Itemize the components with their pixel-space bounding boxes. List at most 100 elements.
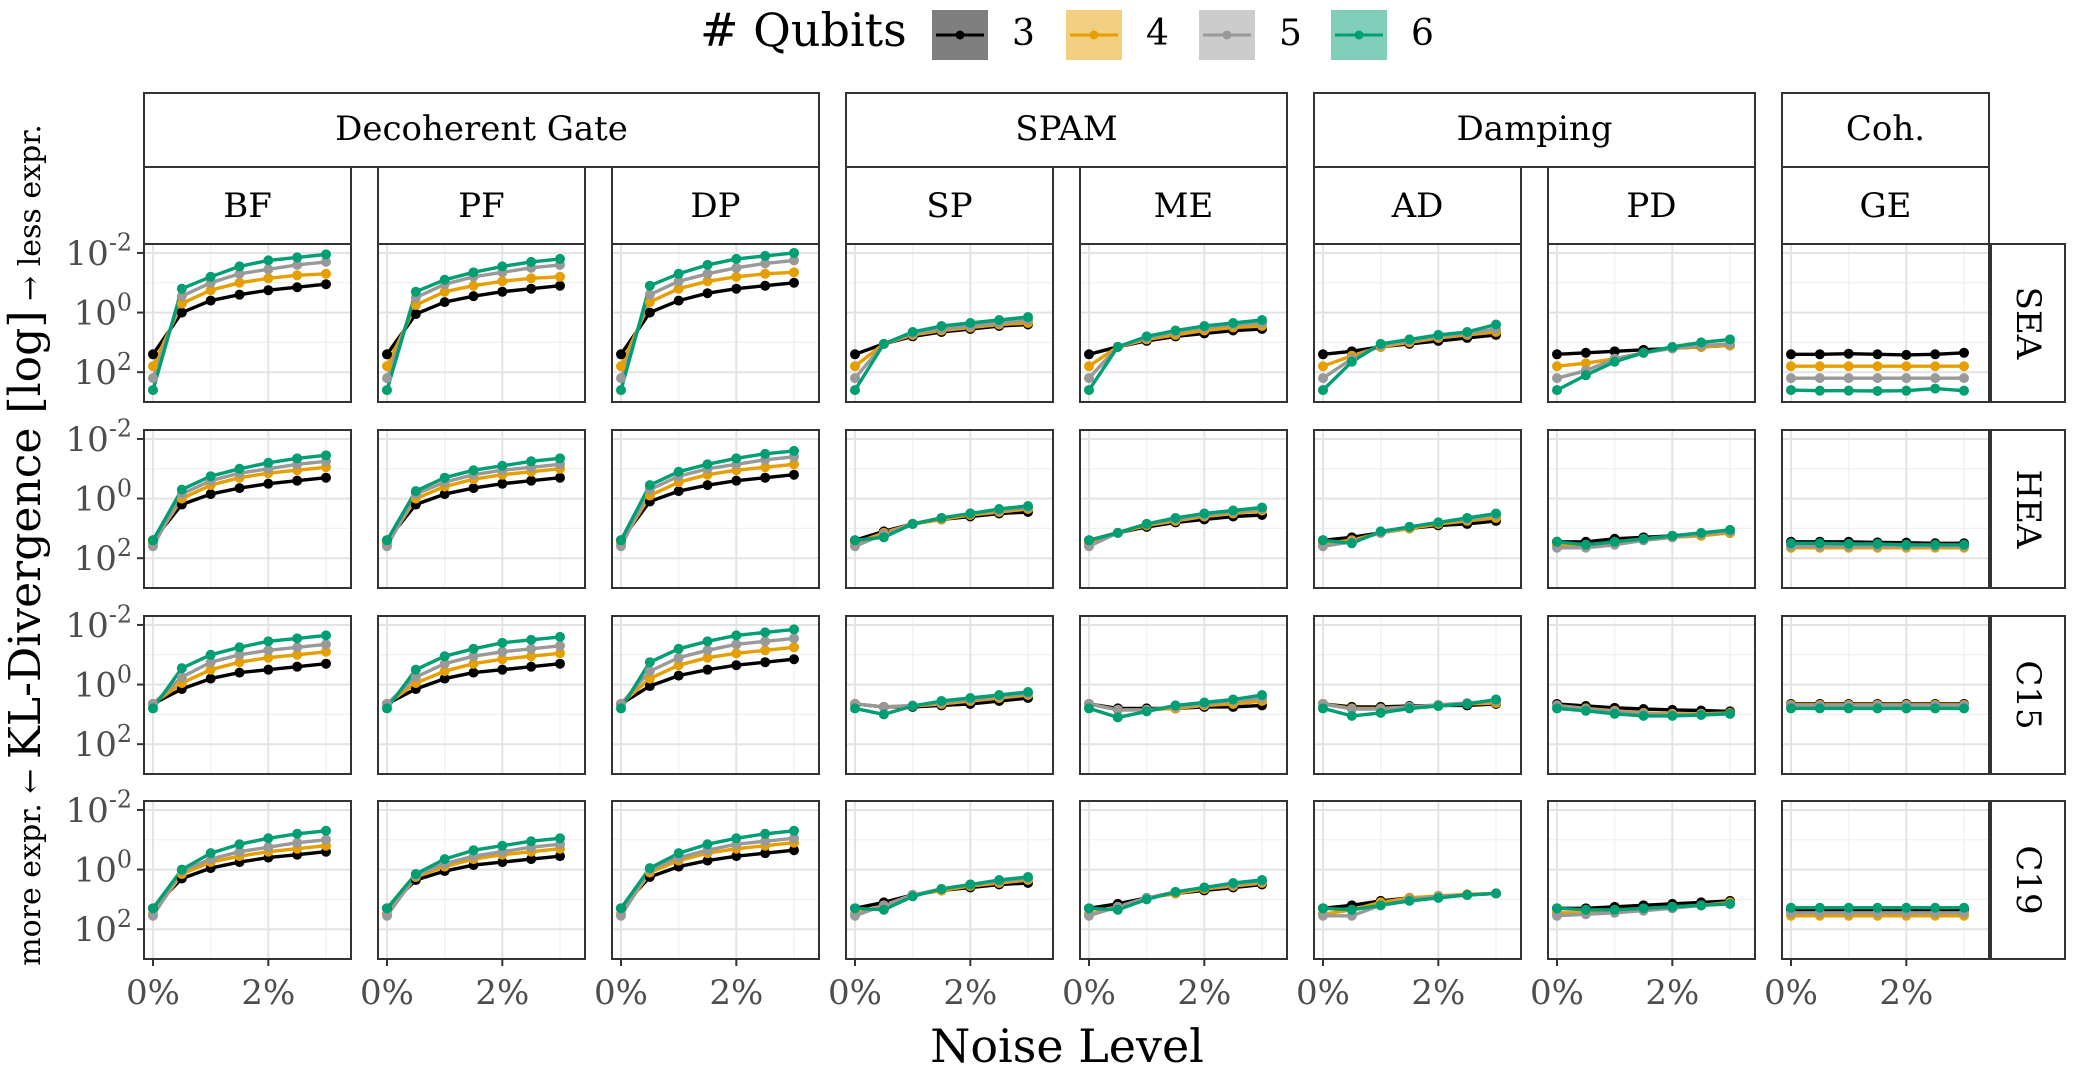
panel-border	[611, 615, 820, 775]
panel-HEA-BF	[143, 429, 352, 589]
data-point-6	[1872, 385, 1883, 396]
panel-SEA-DP	[611, 243, 820, 403]
data-point-4	[1552, 361, 1562, 372]
data-point-6	[1023, 687, 1033, 698]
panel-SEA-ME	[1079, 243, 1288, 403]
data-point-6	[850, 903, 860, 914]
legend-label: 4	[1146, 13, 1169, 54]
y-tick-label: 102	[74, 348, 132, 393]
data-point-3	[497, 664, 508, 675]
panel-border	[845, 429, 1054, 589]
data-point-4	[382, 361, 392, 372]
data-point-3	[526, 475, 537, 486]
strip-row-box	[1990, 429, 2066, 589]
data-point-4	[263, 652, 274, 663]
data-point-6	[497, 840, 508, 851]
data-point-6	[994, 504, 1005, 514]
strip-column-label: BF	[223, 186, 272, 226]
data-point-4	[321, 646, 331, 657]
data-point-6	[1141, 518, 1152, 529]
data-point-3	[234, 667, 245, 678]
data-point-6	[1843, 385, 1854, 396]
data-point-6	[936, 512, 947, 523]
strip-row-label: C15	[2008, 660, 2048, 729]
data-point-3	[760, 848, 771, 859]
data-point-6	[878, 709, 889, 720]
data-point-5	[760, 636, 771, 647]
data-point-4	[439, 666, 450, 677]
data-point-4	[439, 286, 450, 297]
data-point-3	[292, 282, 303, 293]
data-point-4	[292, 649, 303, 660]
data-point-6	[1814, 385, 1825, 396]
strip-group-label: Damping	[1456, 109, 1612, 149]
data-point-6	[148, 903, 158, 914]
data-point-6	[994, 315, 1005, 326]
data-point-6	[936, 320, 947, 331]
strip-group-label: SPAM	[1015, 109, 1117, 149]
data-point-6	[292, 828, 303, 839]
data-point-6	[1786, 385, 1796, 396]
data-point-6	[439, 854, 450, 865]
data-point-3	[1843, 348, 1854, 359]
data-point-6	[1433, 517, 1444, 528]
data-point-6	[1930, 383, 1941, 394]
data-point-6	[148, 535, 158, 546]
data-point-6	[1930, 703, 1941, 714]
data-point-4	[205, 285, 216, 296]
panel-border	[1781, 615, 1990, 775]
data-point-6	[205, 271, 216, 282]
data-point-3	[644, 681, 655, 692]
data-point-3	[1552, 349, 1562, 360]
data-point-6	[1170, 700, 1181, 711]
data-point-4	[176, 298, 187, 309]
data-point-6	[878, 338, 889, 349]
data-point-4	[292, 270, 303, 281]
data-point-6	[382, 535, 392, 546]
data-point-6	[1552, 536, 1562, 547]
y-tick-label: 102	[74, 720, 132, 765]
data-point-3	[673, 486, 684, 497]
data-point-6	[1930, 539, 1941, 550]
strip-column-label: PF	[458, 186, 504, 226]
data-point-6	[468, 845, 479, 856]
panel-C19-PF	[377, 800, 586, 960]
data-point-4	[673, 660, 684, 671]
data-point-5	[1318, 373, 1328, 384]
panel-SEA-PF	[377, 243, 586, 403]
data-point-6	[1257, 502, 1267, 513]
panel-SEA-PD	[1547, 243, 1756, 403]
panel-border	[377, 615, 586, 775]
data-point-3	[760, 472, 771, 483]
panel-border	[377, 429, 586, 589]
panel-border	[1079, 429, 1288, 589]
data-point-4	[1580, 358, 1591, 369]
data-point-6	[1667, 530, 1678, 541]
data-point-5	[1084, 373, 1094, 384]
data-point-6	[1580, 539, 1591, 550]
data-point-6	[410, 486, 421, 497]
data-point-6	[936, 883, 947, 894]
data-point-5	[234, 649, 245, 660]
panel-C15-PD	[1547, 615, 1756, 775]
data-point-6	[1112, 527, 1123, 538]
y-tick-label: 100	[74, 288, 132, 333]
panel-border	[1547, 429, 1756, 589]
data-point-6	[644, 480, 655, 491]
y-tick-label: 100	[74, 660, 132, 705]
data-point-3	[1609, 346, 1620, 357]
data-point-6	[1199, 320, 1210, 331]
data-point-6	[1084, 535, 1094, 546]
data-point-6	[1786, 902, 1796, 913]
data-point-3	[526, 661, 537, 672]
data-point-4	[1930, 361, 1941, 372]
panel-border	[611, 800, 820, 960]
panel-C15-BF	[143, 615, 352, 775]
data-point-6	[1228, 694, 1239, 705]
data-point-6	[176, 663, 187, 674]
data-point-3	[468, 483, 479, 494]
data-point-6	[1257, 875, 1267, 885]
data-point-5	[673, 276, 684, 287]
y-tick-label: 10-2	[66, 601, 132, 646]
panel-border	[1313, 429, 1522, 589]
